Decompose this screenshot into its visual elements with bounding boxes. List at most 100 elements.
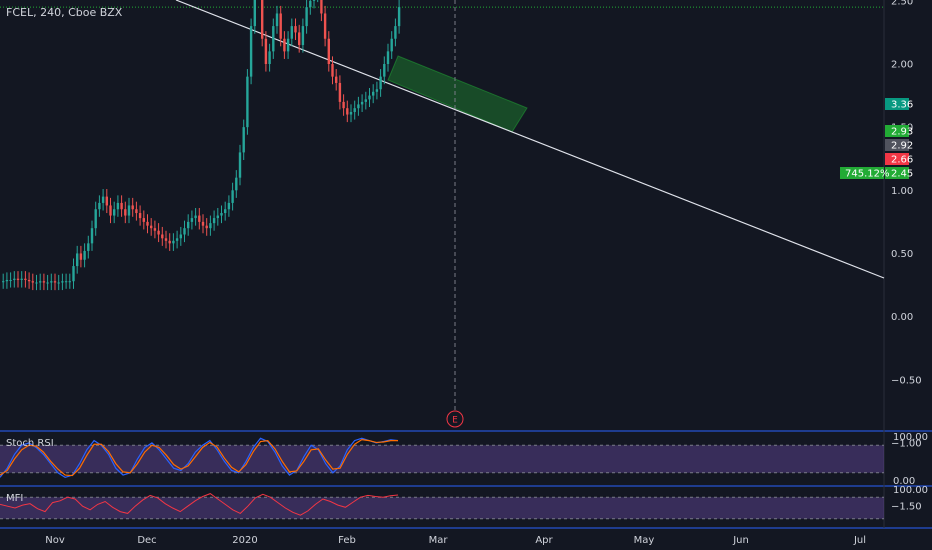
candle[interactable] [120, 202, 123, 210]
candle[interactable] [87, 243, 90, 251]
candle[interactable] [220, 213, 223, 216]
candle[interactable] [283, 38, 286, 52]
candle[interactable] [150, 225, 153, 229]
candle[interactable] [13, 278, 16, 280]
candle[interactable] [227, 202, 231, 210]
candle[interactable] [253, 0, 256, 27]
price-tag[interactable] [885, 125, 909, 137]
candle[interactable] [190, 218, 194, 222]
candle[interactable] [268, 51, 271, 64]
candle[interactable] [153, 228, 157, 231]
candle[interactable] [327, 38, 330, 64]
candle[interactable] [42, 281, 46, 283]
candle[interactable] [360, 101, 364, 105]
candle[interactable] [135, 209, 138, 214]
candle[interactable] [323, 13, 327, 39]
candle[interactable] [249, 26, 253, 77]
candle[interactable] [53, 281, 57, 283]
candle[interactable] [353, 108, 356, 112]
candle[interactable] [386, 51, 390, 64]
candle[interactable] [164, 238, 168, 241]
candle[interactable] [50, 281, 53, 283]
candle[interactable] [24, 278, 27, 280]
candle[interactable] [194, 215, 197, 219]
price-tag[interactable] [885, 153, 909, 165]
candle[interactable] [301, 26, 305, 46]
target-zone-box[interactable] [387, 55, 528, 133]
candle[interactable] [131, 205, 134, 210]
earnings-marker-icon[interactable] [446, 410, 464, 428]
candle[interactable] [172, 240, 175, 244]
candle[interactable] [375, 89, 379, 92]
candle[interactable] [201, 221, 205, 226]
candle[interactable] [209, 223, 212, 229]
candle[interactable] [224, 209, 227, 214]
candle[interactable] [394, 26, 397, 39]
candle[interactable] [61, 281, 64, 283]
candle[interactable] [309, 0, 312, 8]
candle[interactable] [242, 127, 245, 153]
candle[interactable] [2, 281, 5, 283]
candle[interactable] [346, 108, 349, 115]
candle[interactable] [146, 221, 149, 226]
candle[interactable] [20, 278, 23, 280]
candle[interactable] [298, 32, 301, 46]
candle[interactable] [279, 13, 282, 39]
candle[interactable] [235, 177, 238, 191]
candle[interactable] [5, 279, 9, 282]
candle[interactable] [246, 76, 249, 128]
candle[interactable] [113, 209, 116, 216]
candle[interactable] [261, 0, 264, 39]
candle[interactable] [116, 202, 120, 210]
candle[interactable] [342, 101, 345, 109]
candle[interactable] [331, 64, 334, 77]
candle[interactable] [138, 213, 142, 219]
candle[interactable] [76, 253, 79, 267]
candle[interactable] [16, 278, 20, 280]
candle[interactable] [198, 215, 201, 222]
candle[interactable] [90, 228, 94, 244]
candle[interactable] [46, 282, 49, 284]
candle[interactable] [168, 240, 171, 244]
candle[interactable] [305, 7, 308, 27]
candle[interactable] [338, 82, 342, 102]
candle[interactable] [124, 209, 127, 216]
candle[interactable] [312, 0, 316, 1]
candle[interactable] [9, 279, 12, 281]
candle[interactable] [238, 152, 242, 178]
candle[interactable] [364, 99, 367, 102]
candle[interactable] [290, 26, 293, 39]
candle[interactable] [175, 238, 179, 241]
candle[interactable] [27, 279, 31, 282]
candle[interactable] [127, 205, 131, 216]
candle[interactable] [231, 190, 234, 203]
candle[interactable] [372, 91, 375, 96]
candle[interactable] [68, 281, 71, 283]
candle[interactable] [109, 205, 112, 216]
candle[interactable] [161, 234, 164, 239]
candle[interactable] [64, 281, 68, 283]
candle[interactable] [142, 218, 145, 222]
candle[interactable] [183, 228, 186, 235]
candle[interactable] [35, 282, 38, 284]
candle[interactable] [98, 202, 101, 210]
candle[interactable] [272, 26, 275, 52]
candle[interactable] [379, 76, 382, 90]
candle[interactable] [335, 76, 338, 83]
candle[interactable] [72, 266, 75, 282]
candle[interactable] [286, 38, 290, 52]
candle[interactable] [397, 7, 401, 27]
percent-change-tag[interactable] [840, 167, 884, 179]
candle[interactable] [383, 64, 386, 77]
candle[interactable] [83, 250, 86, 260]
candle[interactable] [79, 253, 83, 260]
candle[interactable] [39, 281, 42, 283]
candle[interactable] [349, 111, 353, 115]
candle[interactable] [357, 104, 360, 109]
candle[interactable] [187, 221, 190, 229]
candle[interactable] [212, 218, 216, 224]
price-tag[interactable] [885, 139, 909, 151]
candle[interactable] [179, 234, 182, 239]
